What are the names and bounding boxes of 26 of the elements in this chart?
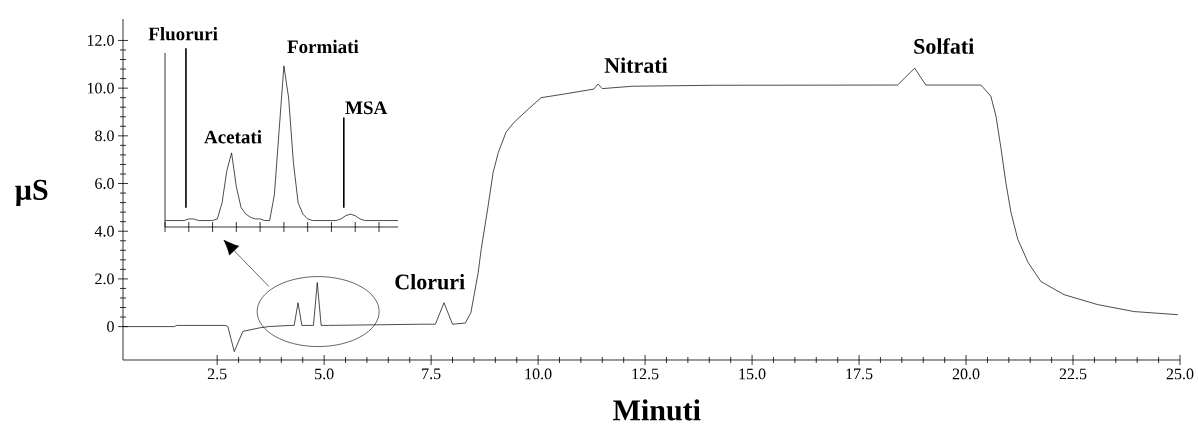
x-tick-label: 10.0 — [525, 368, 552, 380]
x-axis-title: Minuti — [613, 399, 701, 421]
x-tick-label: 17.5 — [846, 368, 873, 380]
annotation: Acetati — [204, 130, 262, 144]
y-tick-label: 10.0 — [87, 82, 114, 94]
x-tick-label: 25.0 — [1166, 368, 1194, 380]
x-tick-label: 7.5 — [422, 368, 441, 380]
annotation: Solfati — [914, 38, 974, 54]
annotation: Nitrati — [604, 57, 668, 73]
y-tick-label: 0 — [107, 321, 114, 332]
x-tick-label: 12.5 — [632, 368, 659, 380]
y-tick-label: 8.0 — [95, 130, 114, 142]
y-tick-label: 12.0 — [87, 35, 114, 46]
x-tick-label: 15.0 — [739, 368, 766, 380]
annotation: Cloruri — [395, 273, 465, 290]
x-tick-label: 2.5 — [207, 368, 227, 380]
y-tick-label: 4.0 — [94, 225, 114, 237]
y-axis-title: µS — [15, 179, 48, 207]
y-tick-label: 6.0 — [95, 178, 114, 189]
annotation: Fluoruri — [148, 26, 218, 41]
x-tick-label: 22.5 — [1059, 368, 1087, 380]
annotation: Formiati — [287, 39, 359, 54]
x-tick-label: 5.0 — [315, 368, 334, 380]
annotation: MSA — [345, 101, 388, 115]
y-tick-label: 2.0 — [95, 273, 114, 285]
x-tick-label: 20.0 — [952, 368, 980, 380]
